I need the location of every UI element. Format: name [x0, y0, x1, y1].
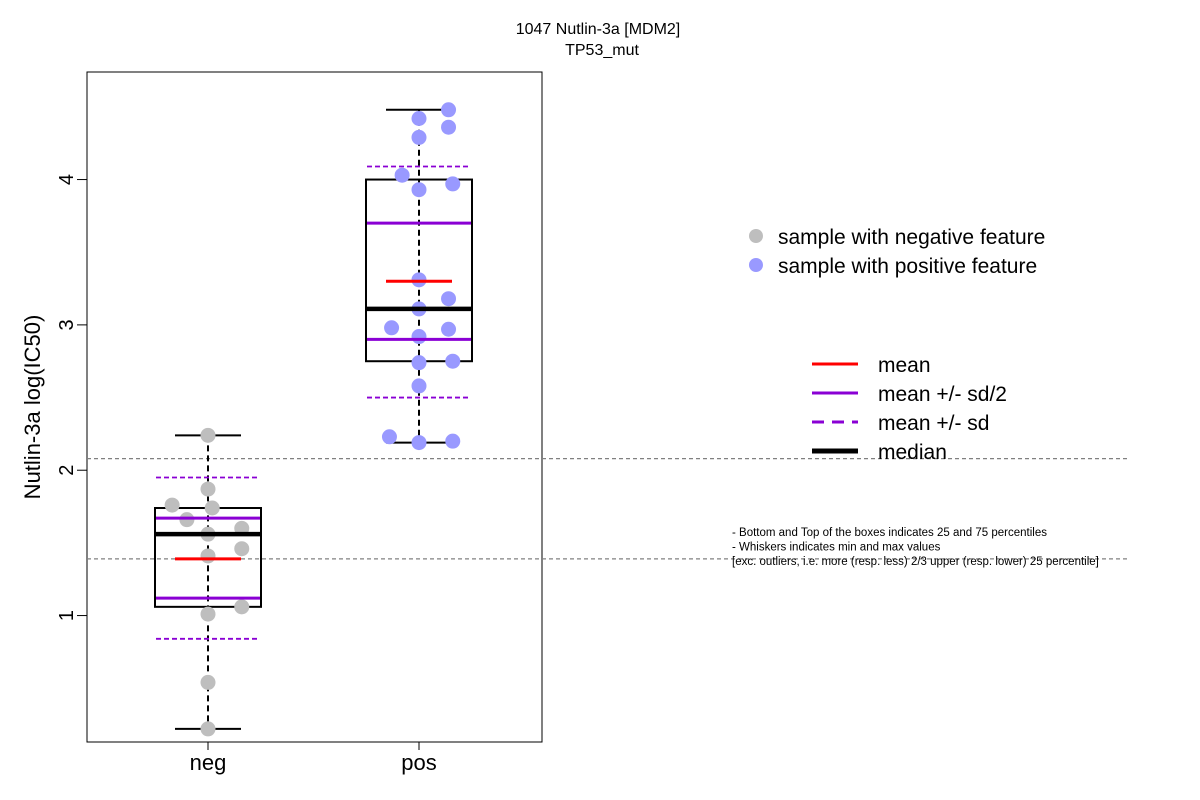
y-axis-label: Nutlin-3a log(IC50) — [20, 315, 45, 500]
y-tick-label-3: 3 — [56, 319, 78, 330]
legend-point-marker-1 — [749, 229, 763, 243]
point-neg-12 — [200, 674, 216, 690]
legend-line-label-4: median — [878, 441, 947, 464]
point-neg-2 — [200, 481, 216, 497]
point-pos-13 — [411, 329, 427, 345]
point-neg-4 — [204, 500, 220, 516]
plot-frame — [86, 71, 543, 743]
point-pos-2 — [411, 111, 427, 127]
point-pos-14 — [411, 355, 427, 371]
point-neg-13 — [200, 721, 216, 737]
legend-point-marker-2 — [749, 258, 763, 272]
point-pos-6 — [445, 176, 461, 192]
y-tick-label-1: 1 — [56, 610, 78, 621]
x-tick-label-neg: neg — [190, 750, 227, 775]
point-pos-16 — [411, 378, 427, 394]
point-pos-12 — [441, 321, 457, 337]
point-pos-15 — [445, 353, 461, 369]
y-tick-label-2: 2 — [56, 465, 78, 476]
point-pos-18 — [445, 433, 461, 449]
point-pos-19 — [411, 435, 427, 451]
legend-line-label-2: mean +/- sd/2 — [878, 383, 1007, 406]
chart-title: 1047 Nutlin-3a [MDM2] — [516, 21, 681, 38]
point-pos-9 — [441, 291, 457, 307]
point-pos-1 — [441, 102, 457, 118]
point-neg-10 — [234, 599, 250, 615]
note-line-3: [exc. outliers, i.e. more (resp. less) 2… — [732, 556, 1099, 568]
legend-line-label-3: mean +/- sd — [878, 412, 989, 435]
point-neg-3 — [164, 497, 180, 513]
point-pos-4 — [411, 129, 427, 145]
point-pos-5 — [394, 167, 410, 183]
point-pos-7 — [411, 182, 427, 198]
point-pos-17 — [381, 429, 397, 445]
legend-point-label-1: sample with negative feature — [778, 226, 1045, 249]
legend-point-label-2: sample with positive feature — [778, 255, 1037, 278]
point-neg-1 — [200, 427, 216, 443]
point-neg-11 — [200, 606, 216, 622]
note-line-2: - Whiskers indicates min and max values — [732, 542, 941, 554]
legend-line-label-1: mean — [878, 354, 931, 377]
chart-subtitle: TP53_mut — [565, 42, 639, 59]
note-line-1: - Bottom and Top of the boxes indicates … — [732, 527, 1047, 539]
point-neg-9 — [200, 548, 216, 564]
y-tick-label-4: 4 — [56, 174, 78, 185]
point-neg-8 — [234, 541, 250, 557]
x-tick-label-pos: pos — [401, 750, 436, 775]
point-pos-11 — [384, 320, 400, 336]
point-pos-3 — [441, 119, 457, 135]
